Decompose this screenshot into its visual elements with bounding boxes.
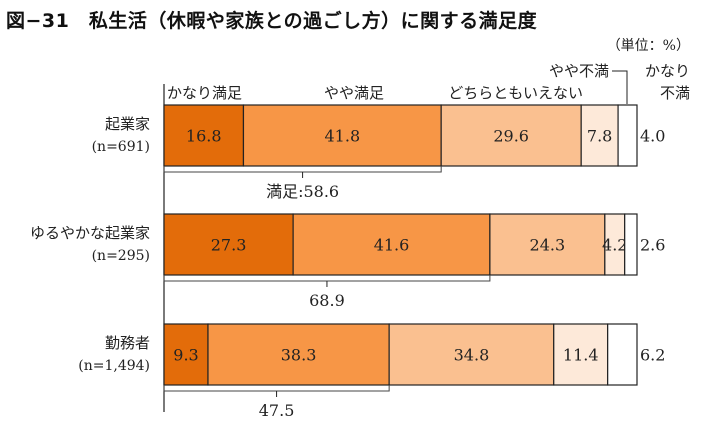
bar-segment [163,323,209,386]
category-label: 勤務者 [105,334,150,352]
bar-segment [489,213,606,276]
bar-segment [607,323,638,386]
legend-neutral: どちらともいえない [448,84,583,102]
data-label: 41.8 [325,127,361,146]
data-label: 27.3 [211,236,247,255]
chart-title: 図−31 私生活（休暇や家族との過ごし方）に関する満足度 [6,10,538,32]
satisfied-total-label: 47.5 [259,401,295,420]
satisfied-total-label: 満足:58.6 [266,182,339,201]
category-label: 起業家 [105,115,150,133]
data-label: 34.8 [454,346,490,365]
data-label: 9.3 [173,346,198,365]
data-label: 24.3 [530,236,566,255]
data-label: 4.2 [602,236,627,255]
bar-segment [624,213,638,276]
legend-very-satisfied: かなり満足 [167,84,242,102]
satisfied-bracket [163,385,390,392]
data-label: 7.8 [587,127,612,146]
bar-segment [617,104,638,167]
data-label: 11.4 [563,346,599,365]
category-label: ゆるやかな起業家 [30,224,150,242]
bar-segment [553,323,609,386]
legend-somewhat-dissatisfied: やや不満 [549,62,609,80]
data-label: 4.0 [640,127,665,146]
legend-very-dissatisfied-line2: 不満 [660,84,690,102]
data-label: 29.6 [493,127,529,146]
satisfied-bracket [163,275,491,282]
category-n-label: (n=691) [92,139,150,155]
bar-segment [242,104,442,167]
category-n-label: (n=1,494) [78,358,150,374]
data-label: 16.8 [186,127,222,146]
bar-segment [580,104,619,167]
legend-connector-line [612,70,628,104]
data-label: 6.2 [640,346,665,365]
data-label: 2.6 [640,236,665,255]
unit-label: （単位：%） [607,38,690,54]
data-label: 41.6 [374,236,410,255]
bar-segment [163,104,245,167]
legend-very-dissatisfied-line1: かなり [645,62,690,80]
category-n-label: (n=295) [92,248,150,264]
satisfied-bracket [163,166,442,173]
legend-somewhat-satisfied: やや満足 [324,84,384,102]
data-label: 38.3 [281,346,317,365]
bar-segment [440,104,582,167]
satisfied-total-label: 68.9 [309,291,345,310]
bar-segment [388,323,555,386]
